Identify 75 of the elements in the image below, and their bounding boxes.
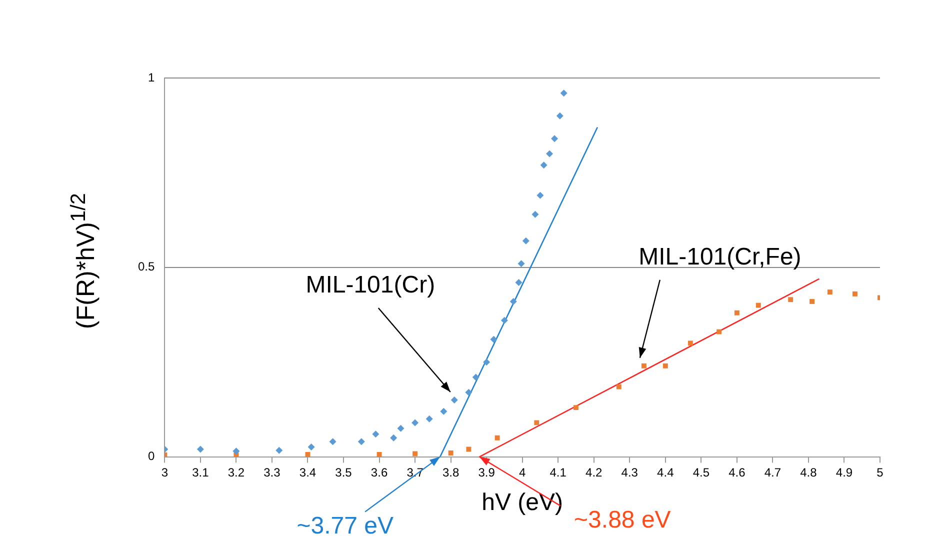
- point: [390, 434, 398, 442]
- text: MIL-101(Cr): [306, 272, 436, 299]
- point: [827, 290, 832, 294]
- point: [308, 443, 315, 450]
- point: [196, 446, 204, 453]
- x-tick-label: 4.5: [692, 465, 710, 480]
- point: [556, 112, 564, 120]
- y-tick-label: 1: [148, 70, 155, 84]
- y-tick-label: 0.5: [138, 260, 155, 274]
- point: [500, 316, 508, 324]
- point: [510, 298, 517, 305]
- point: [490, 336, 498, 343]
- point: [494, 435, 500, 440]
- point: [534, 420, 540, 426]
- x-tick-label: 4.2: [586, 465, 603, 480]
- point: [560, 90, 568, 97]
- x-tick-label: 4: [518, 465, 526, 480]
- point: [440, 408, 448, 415]
- point: [546, 150, 554, 158]
- x-tick-label: 4.7: [764, 465, 782, 480]
- x-tick-label: 3.1: [192, 465, 210, 480]
- point: [372, 430, 380, 438]
- point: [232, 448, 240, 455]
- point: [756, 302, 761, 308]
- point: [540, 162, 548, 169]
- point: [466, 446, 472, 452]
- point: [426, 415, 433, 422]
- point: [483, 358, 490, 366]
- x-tick-label: 4.9: [836, 465, 853, 480]
- x-tick-label: 4.1: [550, 465, 567, 480]
- x-tick-label: 3.6: [370, 465, 388, 480]
- x-tick-label: 4.8: [800, 465, 818, 480]
- point: [515, 279, 522, 286]
- point: [788, 297, 794, 302]
- point: [412, 419, 419, 426]
- x-tick-label: 3.5: [335, 465, 352, 480]
- x-tick-label: 3.4: [299, 465, 316, 480]
- point: [532, 210, 539, 218]
- point: [551, 135, 558, 142]
- point: [472, 374, 480, 381]
- point: [329, 438, 336, 446]
- x-tick-label: 3.2: [228, 465, 245, 480]
- x-tick-label: 5: [876, 465, 884, 480]
- series-label: MIL-101(Cr,Fe): [638, 244, 802, 271]
- point: [358, 438, 365, 446]
- point: [276, 446, 283, 454]
- y-tick-label: 0: [148, 449, 155, 464]
- point: [465, 388, 472, 396]
- point: [518, 260, 525, 268]
- x-tick-label: 3.3: [264, 465, 281, 480]
- point: [448, 450, 454, 456]
- point: [810, 299, 815, 304]
- point: [450, 396, 458, 404]
- x-tick-label: 4.4: [657, 465, 674, 480]
- point: [376, 452, 382, 457]
- point: [734, 310, 740, 316]
- point: [616, 384, 622, 390]
- point: [522, 237, 530, 244]
- point: [574, 405, 578, 410]
- x-tick-label: 3.9: [478, 465, 496, 480]
- point: [662, 363, 668, 368]
- x-tick-label: 3.8: [442, 465, 460, 480]
- point: [641, 363, 646, 368]
- point: [536, 192, 544, 199]
- point: [412, 451, 418, 456]
- annotation: ~3.88 eV: [574, 506, 671, 534]
- point: [852, 291, 858, 296]
- point: [716, 329, 722, 334]
- x-axis-title: hV (eV): [482, 489, 564, 516]
- point: [688, 340, 693, 346]
- annotation: ~3.77 eV: [296, 512, 394, 540]
- x-tick-label: 3: [161, 465, 168, 480]
- x-tick-label: 4.6: [728, 465, 746, 480]
- point: [397, 424, 404, 432]
- x-tick-label: 4.3: [621, 465, 638, 480]
